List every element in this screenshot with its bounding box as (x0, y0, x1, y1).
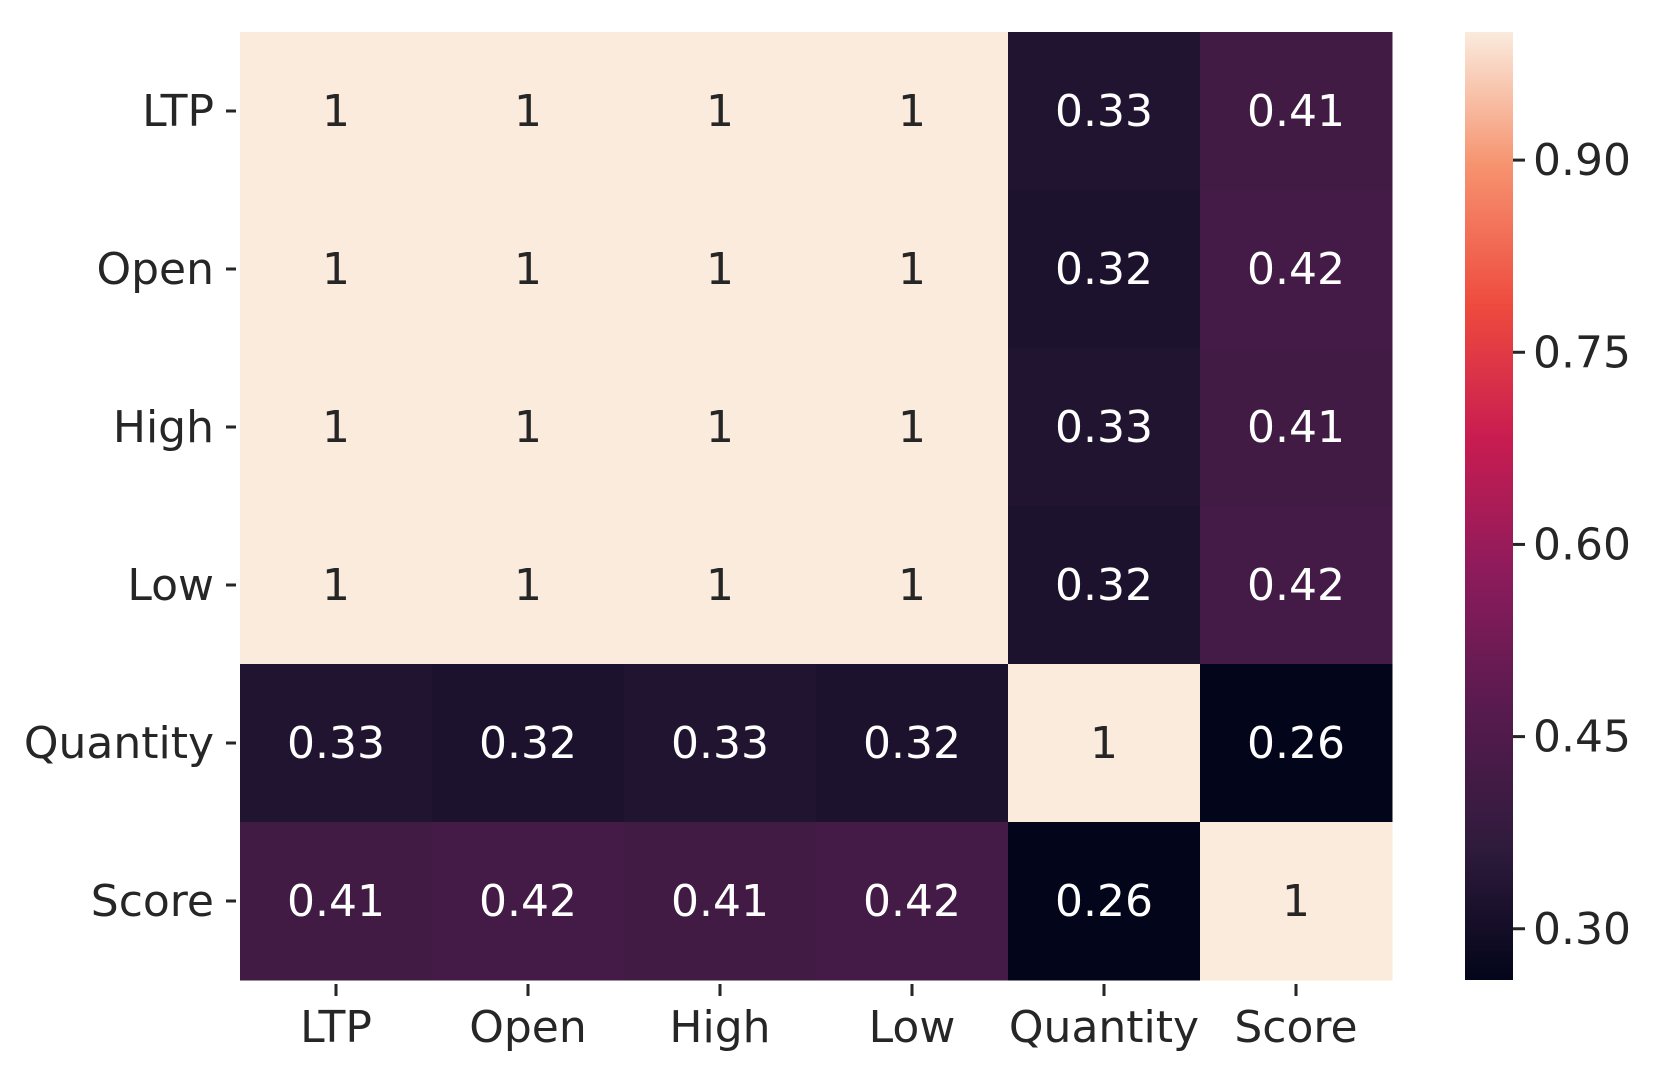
heatmap-cell-high-score (1200, 348, 1393, 507)
x-tick-label: LTP (300, 1002, 372, 1053)
heatmap-cell-low-high (624, 506, 817, 665)
heatmap-cell-high-low (816, 348, 1009, 507)
heatmap-cell-open-high (624, 190, 817, 349)
y-tick-label: Low (127, 560, 214, 611)
x-tick-label: Open (469, 1002, 587, 1053)
heatmap-cell-high-ltp (240, 348, 433, 507)
heatmap-cell-ltp-high (624, 32, 817, 191)
heatmap-cell-score-ltp (240, 822, 433, 981)
heatmap-cell-open-score (1200, 190, 1393, 349)
x-tick-label: Score (1234, 1002, 1357, 1053)
heatmap-cell-ltp-ltp (240, 32, 433, 191)
cell-value-label: 1 (514, 402, 542, 453)
cell-value-label: 1 (514, 244, 542, 295)
heatmap-cell-low-score (1200, 506, 1393, 665)
heatmap-cell-low-open (432, 506, 625, 665)
colorbar-tick-label: 0.90 (1533, 135, 1631, 186)
cell-value-label: 1 (706, 244, 734, 295)
cell-value-label: 1 (322, 86, 350, 137)
cell-value-label: 0.42 (1247, 244, 1345, 295)
heatmap-cell-open-low (816, 190, 1009, 349)
heatmap-cell-open-ltp (240, 190, 433, 349)
cell-value-label: 1 (322, 560, 350, 611)
cell-value-label: 0.42 (1247, 560, 1345, 611)
cell-value-label: 1 (706, 402, 734, 453)
colorbar: 0.30 0.45 0.60 0.75 0.90 (1465, 32, 1631, 980)
colorbar-tick-label: 0.45 (1533, 712, 1631, 763)
x-tick-label: High (669, 1002, 770, 1053)
heatmap-cell-high-quantity (1008, 348, 1201, 507)
cell-value-label: 1 (322, 402, 350, 453)
cell-value-label: 0.26 (1247, 718, 1345, 769)
heatmap-cell-labels: 1 1 1 1 0.33 0.41 1 1 1 1 0.32 0.42 1 1 1 1 0.33 0.41 1 1 1 1… (287, 86, 1345, 927)
cell-value-label: 1 (322, 244, 350, 295)
cell-value-label: 1 (514, 560, 542, 611)
cell-value-label: 0.33 (287, 718, 385, 769)
heatmap-cell-open-quantity (1008, 190, 1201, 349)
cell-value-label: 1 (706, 86, 734, 137)
cell-value-label: 1 (706, 560, 734, 611)
heatmap-cell-score-quantity (1008, 822, 1201, 981)
cell-value-label: 0.32 (1055, 560, 1153, 611)
heatmap-cell-quantity-high (624, 664, 817, 823)
cell-value-label: 0.33 (671, 718, 769, 769)
cell-value-label: 1 (1090, 718, 1118, 769)
heatmap-cell-quantity-quantity (1008, 664, 1201, 823)
heatmap-cell-ltp-score (1200, 32, 1393, 191)
cell-value-label: 1 (1282, 876, 1310, 927)
heatmap-cell-open-open (432, 190, 625, 349)
heatmap-cell-quantity-open (432, 664, 625, 823)
cell-value-label: 0.26 (1055, 876, 1153, 927)
cell-value-label: 0.33 (1055, 402, 1153, 453)
cell-value-label: 0.41 (671, 876, 769, 927)
heatmap-cell-quantity-score (1200, 664, 1393, 823)
y-tick-label: High (113, 402, 214, 453)
heatmap-cell-ltp-low (816, 32, 1009, 191)
cell-value-label: 0.32 (863, 718, 961, 769)
cell-value-label: 1 (514, 86, 542, 137)
heatmap-cell-quantity-low (816, 664, 1009, 823)
cell-value-label: 0.32 (1055, 244, 1153, 295)
cell-value-label: 0.32 (479, 718, 577, 769)
cell-value-label: 1 (898, 560, 926, 611)
heatmap-cell-low-low (816, 506, 1009, 665)
heatmap-cell-low-ltp (240, 506, 433, 665)
cell-value-label: 0.33 (1055, 86, 1153, 137)
cell-value-label: 1 (898, 244, 926, 295)
cell-value-label: 0.41 (287, 876, 385, 927)
heatmap-cell-score-score (1200, 822, 1393, 981)
colorbar-gradient (1465, 32, 1513, 980)
colorbar-tick-label: 0.30 (1533, 904, 1631, 955)
x-axis: LTP Open High Low Quantity Score (300, 984, 1358, 1053)
heatmap-cell-score-low (816, 822, 1009, 981)
heatmap-cell-score-high (624, 822, 817, 981)
heatmap-cell-ltp-quantity (1008, 32, 1201, 191)
y-tick-label: Open (96, 244, 214, 295)
heatmap-cell-quantity-ltp (240, 664, 433, 823)
heatmap-cell-high-high (624, 348, 817, 507)
colorbar-tick-label: 0.60 (1533, 519, 1631, 570)
y-tick-label: Quantity (24, 718, 214, 769)
cell-value-label: 1 (898, 86, 926, 137)
cell-value-label: 0.41 (1247, 86, 1345, 137)
heatmap-cell-score-open (432, 822, 625, 981)
heatmap-cell-high-open (432, 348, 625, 507)
y-tick-label: LTP (142, 86, 214, 137)
x-tick-label: Quantity (1009, 1002, 1199, 1053)
colorbar-tick-label: 0.75 (1533, 327, 1631, 378)
cell-value-label: 0.42 (479, 876, 577, 927)
heatmap-cell-low-quantity (1008, 506, 1201, 665)
heatmap-cells (240, 32, 1393, 981)
cell-value-label: 1 (898, 402, 926, 453)
y-tick-label: Score (91, 876, 214, 927)
heatmap-cell-ltp-open (432, 32, 625, 191)
y-axis: LTP Open High Low Quantity Score (24, 86, 236, 927)
x-tick-label: Low (869, 1002, 956, 1053)
cell-value-label: 0.42 (863, 876, 961, 927)
cell-value-label: 0.41 (1247, 402, 1345, 453)
